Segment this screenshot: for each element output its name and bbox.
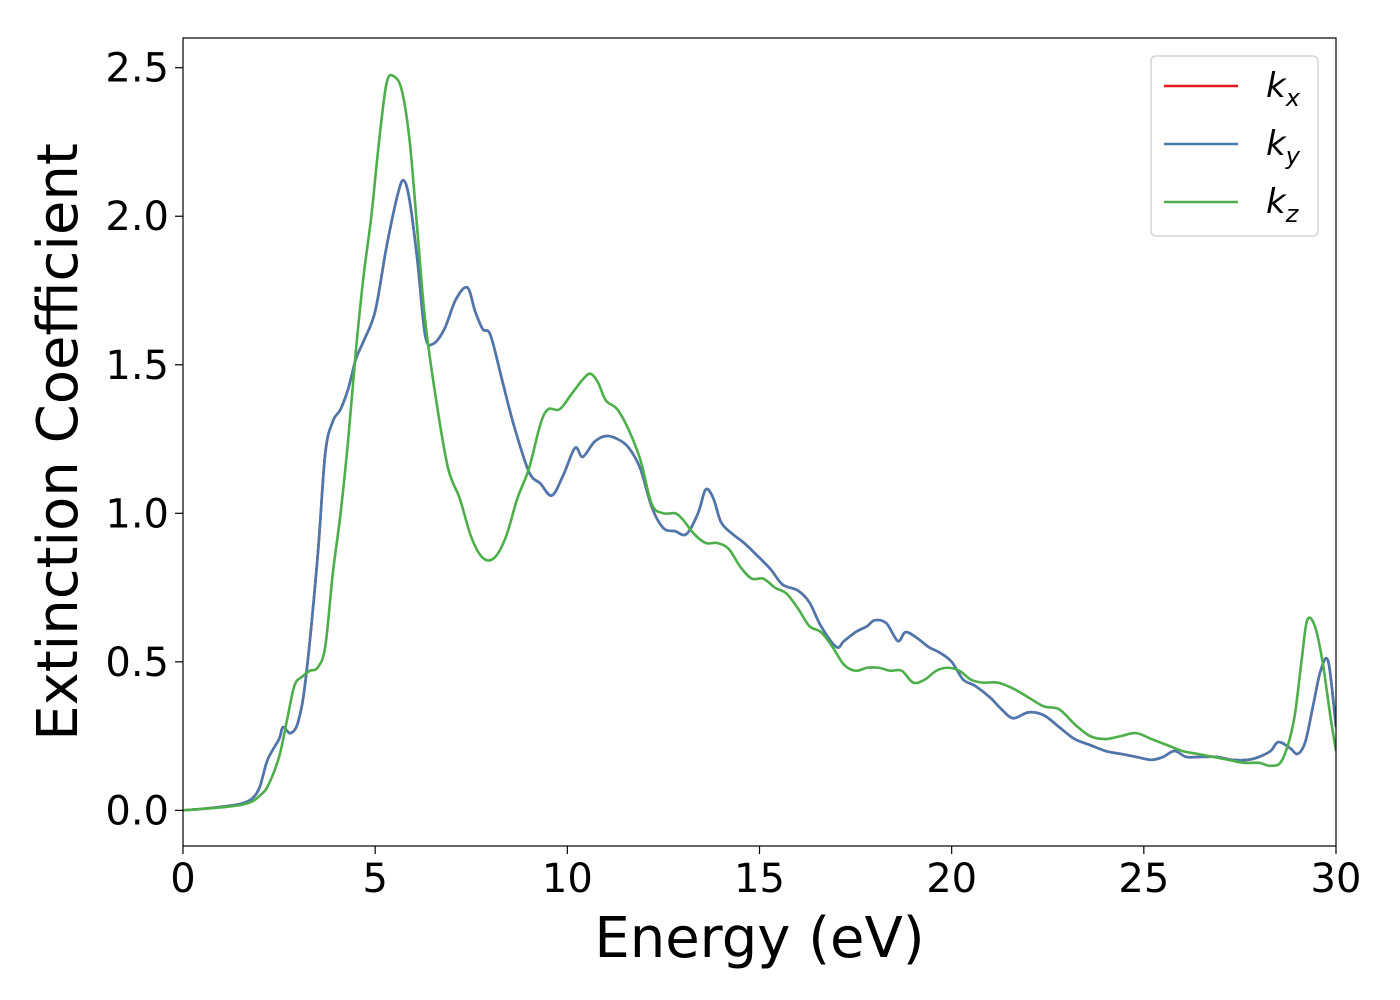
- x-tick-label: 20: [926, 856, 977, 902]
- x-tick-label: 5: [362, 856, 387, 902]
- x-tick-label: 15: [734, 856, 785, 902]
- x-axis-ticks: 0 5 10 15 20 25 30: [170, 846, 1361, 902]
- y-tick-label: 2.0: [105, 194, 169, 240]
- legend-label-z: kz: [1266, 182, 1300, 228]
- series-layer: [183, 73, 1336, 812]
- legend-label-base: k: [1266, 124, 1287, 164]
- y-axis-ticks: 0.0 0.5 1.0 1.5 2.0 2.5: [105, 46, 183, 834]
- legend-label-x: kx: [1266, 66, 1301, 112]
- y-tick-label: 1.5: [105, 343, 169, 389]
- x-axis-title: Energy (eV): [594, 906, 924, 971]
- y-tick-label: 1.0: [105, 491, 169, 537]
- legend-label-subscript: x: [1285, 84, 1301, 112]
- y-tick-label: 0.5: [105, 640, 169, 686]
- x-tick-label: 0: [170, 856, 195, 902]
- x-tick-label: 25: [1118, 856, 1169, 902]
- legend-label-base: k: [1266, 66, 1287, 106]
- legend-label-subscript: y: [1285, 142, 1301, 170]
- series-line-z: [183, 73, 1336, 812]
- legend-box: [1150, 55, 1319, 237]
- y-tick-label: 2.5: [105, 46, 169, 92]
- x-tick-label: 30: [1311, 856, 1362, 902]
- legend-label-base: k: [1266, 182, 1287, 222]
- legend-label-subscript: z: [1285, 200, 1300, 228]
- legend-label-y: ky: [1266, 124, 1301, 170]
- y-tick-label: 0.0: [105, 788, 169, 834]
- y-axis-title: Extinction Coefficient: [26, 143, 91, 741]
- x-tick-label: 10: [542, 856, 593, 902]
